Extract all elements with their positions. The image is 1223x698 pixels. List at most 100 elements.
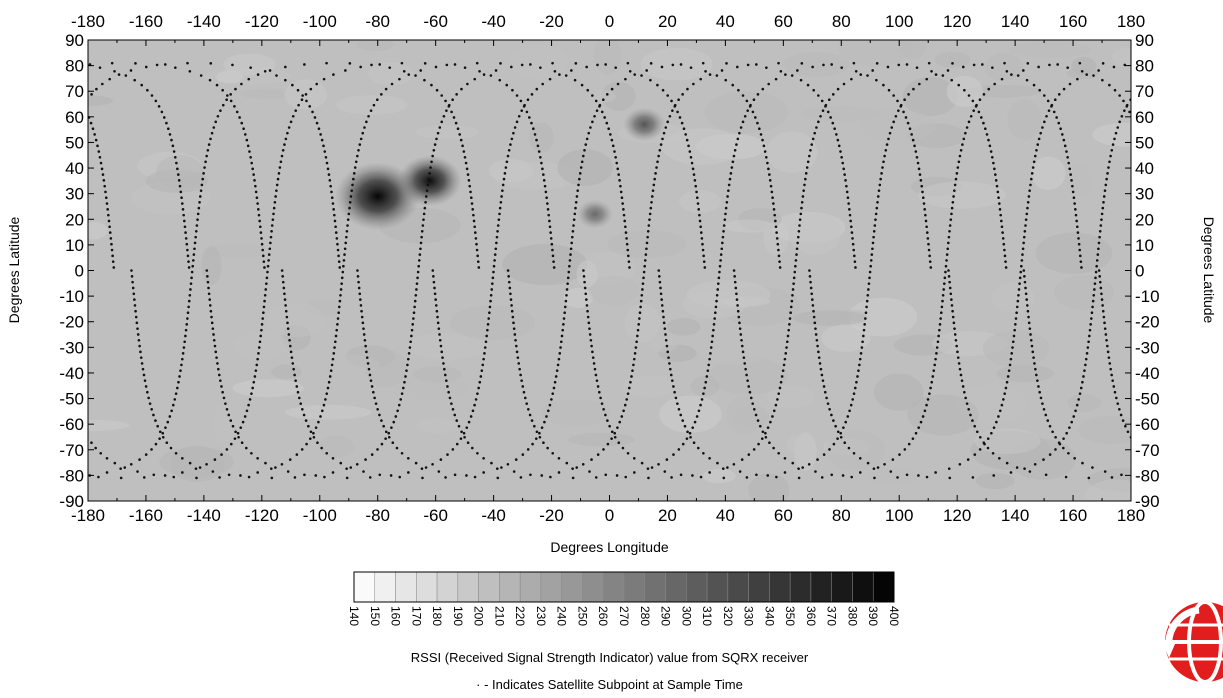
satellite-subpoint xyxy=(959,373,963,377)
satellite-subpoint xyxy=(925,403,928,407)
satellite-subpoint xyxy=(405,369,408,372)
satellite-subpoint xyxy=(708,357,711,361)
satellite-subpoint xyxy=(827,98,831,102)
satellite-subpoint xyxy=(991,451,995,455)
satellite-subpoint xyxy=(645,69,648,72)
satellite-subpoint xyxy=(320,446,323,450)
satellite-subpoint xyxy=(646,230,650,233)
satellite-subpoint xyxy=(202,172,205,175)
satellite-subpoint xyxy=(867,288,870,291)
satellite-subpoint xyxy=(987,138,990,142)
satellite-subpoint xyxy=(249,66,252,69)
satellite-subpoint xyxy=(207,286,210,290)
satellite-subpoint xyxy=(622,213,626,217)
satellite-subpoint xyxy=(986,446,990,450)
satellite-subpoint xyxy=(856,375,859,378)
satellite-subpoint xyxy=(616,167,620,171)
satellite-subpoint xyxy=(506,154,510,158)
satellite-subpoint xyxy=(252,380,256,384)
satellite-subpoint xyxy=(507,280,511,284)
satellite-subpoint xyxy=(725,62,728,65)
satellite-subpoint xyxy=(176,173,180,176)
satellite-subpoint xyxy=(769,184,773,188)
satellite-subpoint xyxy=(664,333,667,336)
satellite-subpoint xyxy=(864,311,868,315)
satellite-subpoint xyxy=(111,254,114,258)
satellite-subpoint xyxy=(482,73,486,76)
satellite-subpoint xyxy=(873,476,876,480)
satellite-subpoint xyxy=(337,254,340,258)
satellite-subpoint xyxy=(905,473,909,477)
satellite-subpoint xyxy=(876,466,880,469)
x-tick-label-bottom: 140 xyxy=(1001,506,1029,525)
colorbar-cell xyxy=(686,571,708,603)
satellite-subpoint xyxy=(527,408,530,411)
satellite-subpoint xyxy=(542,441,545,444)
satellite-subpoint xyxy=(845,190,849,194)
satellite-subpoint xyxy=(446,385,449,388)
x-tick-label-top: -180 xyxy=(71,12,105,31)
satellite-subpoint xyxy=(464,161,468,165)
satellite-subpoint xyxy=(1103,470,1107,473)
satellite-subpoint xyxy=(774,403,778,407)
satellite-subpoint xyxy=(846,196,850,200)
satellite-subpoint xyxy=(339,293,342,297)
satellite-subpoint xyxy=(642,270,646,274)
satellite-subpoint xyxy=(384,437,387,440)
satellite-subpoint xyxy=(951,315,955,319)
satellite-subpoint xyxy=(1048,453,1052,456)
satellite-subpoint xyxy=(185,242,189,246)
satellite-subpoint xyxy=(744,367,747,371)
satellite-subpoint xyxy=(262,260,266,263)
satellite-subpoint xyxy=(368,373,372,377)
satellite-subpoint xyxy=(852,248,856,252)
satellite-subpoint xyxy=(775,231,778,234)
satellite-subpoint xyxy=(641,288,644,291)
satellite-subpoint xyxy=(300,98,304,102)
satellite-subpoint xyxy=(1006,375,1010,378)
satellite-subpoint xyxy=(939,317,942,320)
satellite-subpoint xyxy=(805,166,809,169)
satellite-subpoint xyxy=(272,212,275,216)
satellite-subpoint xyxy=(1088,334,1091,338)
satellite-subpoint xyxy=(186,311,190,315)
satellite-subpoint xyxy=(463,155,467,159)
satellite-subpoint xyxy=(205,269,209,272)
field-patch xyxy=(789,213,841,255)
satellite-subpoint xyxy=(977,110,981,114)
satellite-subpoint xyxy=(433,286,436,290)
satellite-subpoint xyxy=(761,87,765,91)
satellite-subpoint xyxy=(399,398,403,401)
satellite-subpoint xyxy=(196,212,200,216)
satellite-subpoint xyxy=(359,137,363,141)
satellite-subpoint xyxy=(626,61,630,65)
satellite-subpoint xyxy=(407,471,410,474)
satellite-subpoint xyxy=(193,247,196,251)
satellite-subpoint xyxy=(398,77,401,81)
satellite-subpoint xyxy=(627,260,631,263)
satellite-subpoint xyxy=(588,327,591,330)
satellite-subpoint xyxy=(1068,167,1072,171)
satellite-subpoint xyxy=(474,237,478,240)
satellite-subpoint xyxy=(852,392,856,395)
satellite-subpoint xyxy=(348,206,351,210)
satellite-subpoint xyxy=(1043,94,1046,97)
field-patch xyxy=(690,375,720,397)
satellite-subpoint xyxy=(783,456,787,460)
satellite-subpoint xyxy=(234,430,237,434)
satellite-subpoint xyxy=(586,88,590,92)
satellite-subpoint xyxy=(1081,461,1084,465)
satellite-subpoint xyxy=(1015,305,1019,309)
x-tick-label-top: 60 xyxy=(774,12,793,31)
satellite-subpoint xyxy=(192,253,196,256)
satellite-subpoint xyxy=(861,340,864,344)
satellite-subpoint xyxy=(150,448,153,451)
satellite-subpoint xyxy=(315,121,319,125)
satellite-subpoint xyxy=(867,282,871,285)
satellite-subpoint xyxy=(498,206,502,210)
y-tick-label-left: 60 xyxy=(65,108,84,127)
colorbar-level-label: 270 xyxy=(617,606,631,626)
satellite-subpoint xyxy=(683,424,687,428)
satellite-subpoint xyxy=(747,385,751,388)
satellite-subpoint xyxy=(801,195,805,198)
